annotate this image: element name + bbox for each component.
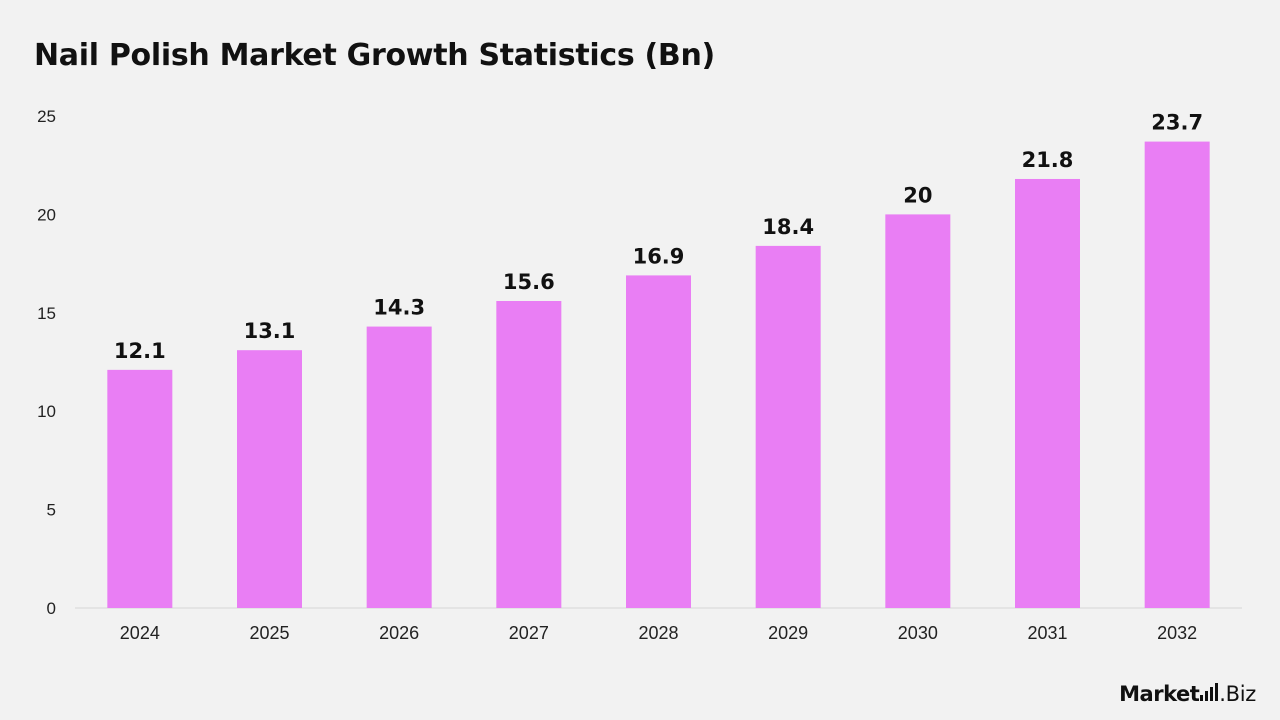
x-tick-label: 2030 bbox=[898, 623, 938, 643]
data-label: 13.1 bbox=[244, 319, 296, 343]
y-tick-label: 20 bbox=[37, 205, 56, 224]
x-tick-label: 2029 bbox=[768, 623, 808, 643]
bar bbox=[1144, 141, 1210, 609]
brand-logo: Market .Biz bbox=[1119, 682, 1256, 706]
data-label: 16.9 bbox=[633, 244, 685, 268]
bar bbox=[755, 245, 821, 608]
chart-title: Nail Polish Market Growth Statistics (Bn… bbox=[34, 38, 715, 73]
y-tick-label: 10 bbox=[37, 402, 56, 421]
x-tick-label: 2024 bbox=[120, 623, 160, 643]
x-tick-label: 2031 bbox=[1027, 623, 1067, 643]
data-label: 23.7 bbox=[1151, 111, 1203, 135]
bar bbox=[626, 275, 691, 608]
data-label: 14.3 bbox=[373, 296, 425, 320]
brand-name-light: .Biz bbox=[1219, 682, 1256, 706]
bar bbox=[1015, 178, 1080, 608]
bar bbox=[496, 300, 562, 608]
x-tick-label: 2026 bbox=[379, 623, 419, 643]
y-tick-label: 25 bbox=[37, 107, 56, 126]
y-tick-label: 15 bbox=[37, 304, 56, 323]
x-tick-label: 2027 bbox=[509, 623, 549, 643]
x-tick-label: 2025 bbox=[249, 623, 289, 643]
bar-chart-icon bbox=[1200, 683, 1219, 701]
data-label: 12.1 bbox=[114, 339, 166, 363]
data-label: 18.4 bbox=[762, 215, 814, 239]
data-label: 15.6 bbox=[503, 270, 555, 294]
data-label: 21.8 bbox=[1022, 148, 1074, 172]
bar bbox=[237, 350, 302, 608]
bar bbox=[107, 369, 173, 608]
bar bbox=[885, 214, 951, 608]
x-tick-label: 2028 bbox=[638, 623, 678, 643]
y-tick-label: 0 bbox=[47, 599, 56, 618]
x-tick-label: 2032 bbox=[1157, 623, 1197, 643]
y-tick-label: 5 bbox=[47, 501, 56, 520]
brand-name-bold: Market bbox=[1119, 682, 1200, 706]
data-label: 20 bbox=[903, 183, 932, 207]
bar bbox=[366, 326, 432, 608]
